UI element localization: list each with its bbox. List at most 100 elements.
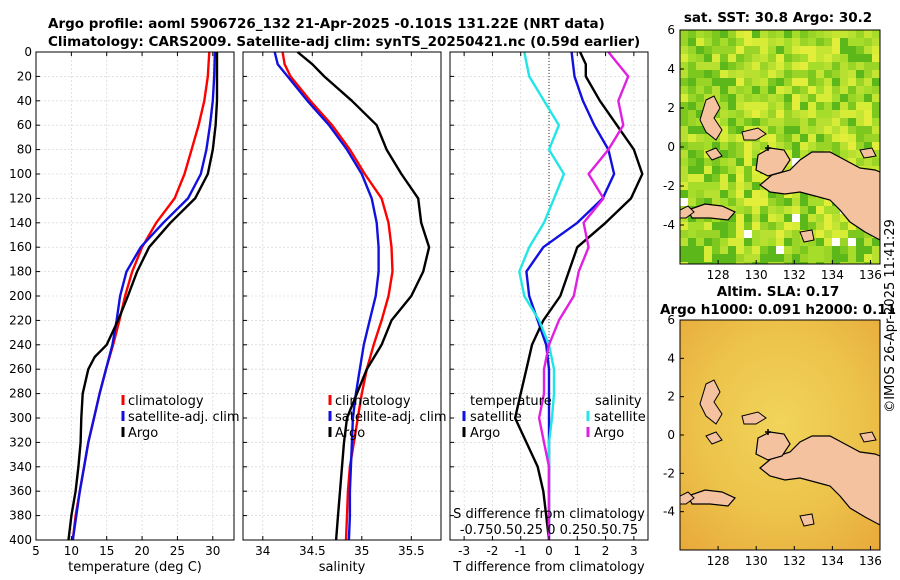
sst-cell bbox=[856, 70, 864, 78]
sst-cell bbox=[752, 182, 760, 190]
sst-cell bbox=[872, 158, 880, 166]
sst-cell bbox=[728, 118, 736, 126]
sst-cell bbox=[752, 70, 760, 78]
sst-cell bbox=[768, 262, 776, 264]
sst-cell bbox=[688, 78, 696, 86]
sst-cell bbox=[728, 46, 736, 54]
sst-cell bbox=[792, 38, 800, 46]
sst-cell bbox=[688, 174, 696, 182]
y-tick-label: 140 bbox=[9, 216, 32, 230]
sst-cell bbox=[720, 110, 728, 118]
sst-cell bbox=[680, 142, 688, 150]
sst-cell bbox=[736, 62, 744, 70]
land-halmahera bbox=[699, 379, 723, 425]
sst-cell bbox=[824, 118, 832, 126]
sst-cell bbox=[728, 254, 736, 262]
legend-label: Argo bbox=[335, 426, 365, 441]
sst-cell bbox=[688, 222, 696, 230]
sst-cell bbox=[784, 150, 792, 158]
sst-cell bbox=[808, 134, 816, 142]
sst-cell bbox=[688, 54, 696, 62]
sst-cell bbox=[744, 222, 752, 230]
sst-cell bbox=[784, 246, 792, 254]
sst-cell bbox=[680, 230, 688, 238]
sst-cell bbox=[696, 38, 704, 46]
sst-cell bbox=[808, 118, 816, 126]
sst-cell bbox=[680, 102, 688, 110]
sst-cell bbox=[768, 86, 776, 94]
sst-cell bbox=[848, 150, 856, 158]
sst-cell bbox=[824, 30, 832, 38]
sst-cell bbox=[864, 246, 872, 254]
sst-cell bbox=[832, 246, 840, 254]
y-tick-label: 280 bbox=[9, 387, 32, 401]
map-y-tick-label: -2 bbox=[663, 466, 675, 480]
sst-cell bbox=[688, 238, 696, 246]
map-y-tick-label: 2 bbox=[667, 390, 675, 404]
sst-cell bbox=[840, 254, 848, 262]
sst-cell bbox=[712, 78, 720, 86]
sst-cell bbox=[704, 142, 712, 150]
sst-cell bbox=[808, 62, 816, 70]
y-tick-label: 100 bbox=[9, 167, 32, 181]
sst-cell bbox=[712, 46, 720, 54]
sst-cell bbox=[696, 230, 704, 238]
sst-cell bbox=[848, 38, 856, 46]
sst-cell bbox=[728, 30, 736, 38]
sst-cell bbox=[744, 78, 752, 86]
sst-cell bbox=[824, 134, 832, 142]
sst-map-panel: sat. SST: 30.8 Argo: 30.2 128 130 132 134 13… bbox=[663, 10, 882, 282]
land-waigeo bbox=[741, 411, 767, 425]
sst-cell bbox=[760, 174, 768, 182]
sst-cell bbox=[688, 190, 696, 198]
sst-cell bbox=[776, 190, 784, 198]
sst-cell bbox=[752, 46, 760, 54]
sst-cell bbox=[808, 86, 816, 94]
sst-cell bbox=[784, 142, 792, 150]
sst-cell bbox=[840, 238, 848, 246]
sst-cell bbox=[816, 126, 824, 134]
sst-cell bbox=[728, 174, 736, 182]
sst-map-axes: 128 130 132 134 136 6 4 2 0 -2 -4 bbox=[663, 23, 882, 282]
sst-cell bbox=[696, 54, 704, 62]
sst-cell bbox=[744, 30, 752, 38]
sst-cell bbox=[808, 126, 816, 134]
x-tick-label: 5 bbox=[32, 544, 40, 558]
sst-cell bbox=[824, 110, 832, 118]
sst-cell bbox=[808, 262, 816, 264]
y-tick-label: 240 bbox=[9, 338, 32, 352]
sst-cell bbox=[680, 118, 688, 126]
sst-cell bbox=[744, 38, 752, 46]
sla-map-axes: 128 130 132 134 136 6 4 2 0 -2 -4 bbox=[663, 313, 882, 568]
sst-cell bbox=[688, 142, 696, 150]
sst-cell bbox=[824, 94, 832, 102]
sst-cell bbox=[720, 182, 728, 190]
sst-cell bbox=[840, 118, 848, 126]
sst-cell bbox=[792, 78, 800, 86]
sst-cell bbox=[752, 142, 760, 150]
sst-cell bbox=[712, 262, 720, 264]
sst-cell bbox=[856, 78, 864, 86]
sst-cell bbox=[816, 230, 824, 238]
sst-cell bbox=[792, 246, 800, 254]
sst-cell bbox=[832, 150, 840, 158]
sst-cell bbox=[680, 246, 688, 254]
sst-cell bbox=[752, 118, 760, 126]
sst-cell bbox=[872, 254, 880, 262]
sst-cell bbox=[768, 238, 776, 246]
sst-cell bbox=[680, 238, 688, 246]
sst-cell bbox=[696, 222, 704, 230]
sst-cell bbox=[848, 158, 856, 166]
sst-cell bbox=[800, 46, 808, 54]
land-waigeo bbox=[741, 127, 767, 141]
y-tick-label: 180 bbox=[9, 265, 32, 279]
sst-cell bbox=[864, 134, 872, 142]
x-tick-label: 35 bbox=[354, 544, 369, 558]
sst-cell bbox=[768, 198, 776, 206]
y-tick-label: 220 bbox=[9, 313, 32, 327]
sst-cell bbox=[736, 262, 744, 264]
land-biak bbox=[859, 147, 877, 159]
y-tick-label: 320 bbox=[9, 435, 32, 449]
sst-cell bbox=[768, 214, 776, 222]
sst-cell bbox=[840, 94, 848, 102]
